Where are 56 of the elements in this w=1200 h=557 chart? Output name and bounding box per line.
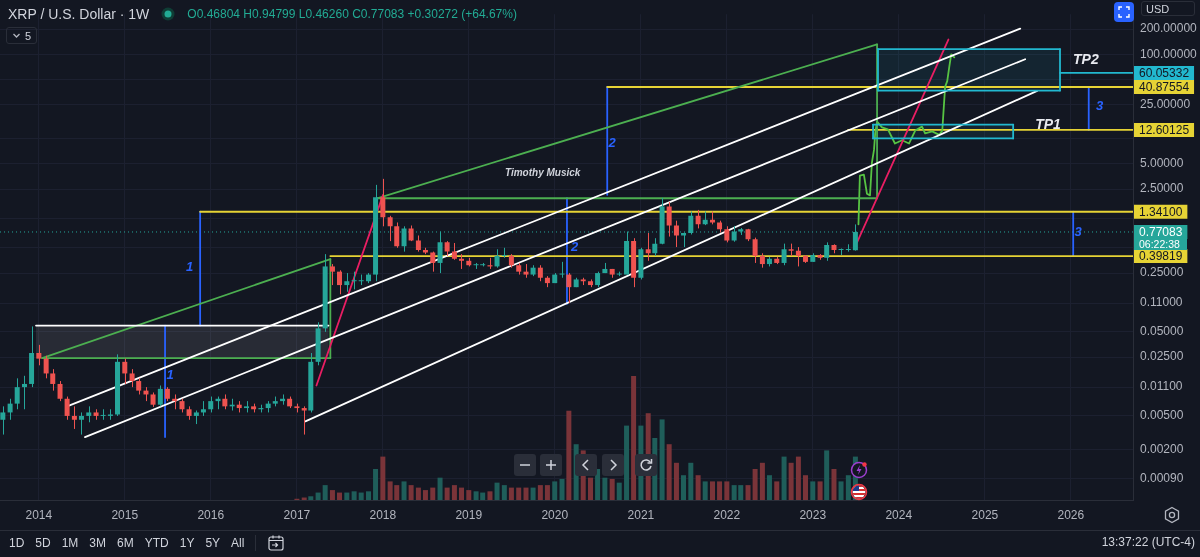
y-tick-label: 0.11000	[1140, 295, 1183, 310]
x-tick-label: 2015	[111, 507, 139, 522]
text: 5D	[35, 536, 51, 550]
text: 13:37:22 (UTC-4)	[1101, 535, 1195, 549]
data-label: 0.39819	[1139, 248, 1183, 263]
text: 1Y	[179, 536, 195, 550]
text: 1D	[9, 536, 25, 550]
text: 6M	[117, 536, 134, 550]
annotation: 3	[1096, 98, 1104, 114]
annotation: 2	[607, 135, 617, 151]
x-tick-label: 2014	[25, 507, 53, 522]
data-label: 40.87554	[1139, 79, 1190, 94]
text: YTD	[144, 536, 169, 550]
y-tick-label: 5.00000	[1140, 156, 1184, 171]
text: 1M	[61, 536, 79, 550]
y-tick-label: 0.01100	[1140, 379, 1183, 394]
annotation: TP1	[1035, 116, 1062, 133]
y-tick-label: 0.00500	[1140, 408, 1184, 423]
x-tick-label: 2021	[627, 507, 655, 522]
y-tick-label: 0.00090	[1140, 470, 1184, 485]
y-tick-label: 0.05000	[1140, 324, 1184, 339]
x-tick-label: 2025	[971, 507, 999, 522]
y-tick-label: 0.00200	[1140, 441, 1184, 456]
annotation: 5	[25, 29, 32, 42]
annotation: 1	[166, 367, 174, 383]
x-tick-label: 2016	[197, 507, 225, 522]
data-label: 1.34100	[1139, 204, 1183, 219]
text: USD	[1141, 1, 1195, 16]
x-tick-label: 2026	[1057, 507, 1085, 522]
x-tick-label: 2024	[885, 507, 913, 522]
x-tick-label: 2017	[283, 507, 311, 522]
chart-title: XRP / U.S. Dollar · 1W	[8, 5, 150, 23]
text: 3M	[89, 536, 107, 550]
y-tick-label: 2.50000	[1140, 181, 1184, 196]
annotation: TP2	[1073, 51, 1099, 67]
y-tick-label: 100.00000	[1140, 46, 1198, 61]
y-tick-label: 0.02500	[1140, 349, 1184, 364]
annotation: 1	[186, 259, 194, 275]
annotation: Timothy Musick	[505, 166, 581, 180]
y-tick-label: 0.25000	[1140, 265, 1184, 280]
x-tick-label: 2018	[369, 507, 397, 522]
x-tick-label: 2019	[455, 507, 483, 522]
x-tick-label: 2023	[799, 507, 827, 522]
x-tick-label: 2020	[541, 507, 569, 522]
x-tick-label: 2022	[713, 507, 741, 522]
data-label: 60.05332	[1139, 65, 1190, 80]
y-tick-label: 25.00000	[1140, 97, 1191, 112]
text: 5Y	[205, 536, 221, 550]
chart-subtitle: O0.46804 H0.94799 L0.46260 C0.77083 +0.30272 (+64.67%)	[187, 6, 517, 23]
text: All	[231, 536, 245, 550]
ref-line-label: 0.77083	[1139, 224, 1183, 239]
annotation: 3	[1074, 224, 1083, 240]
text: 06:22:38	[1134, 237, 1187, 250]
data-label: 12.60125	[1139, 122, 1190, 137]
y-tick-label: 200.00000	[1140, 21, 1198, 36]
annotation: 2	[571, 239, 579, 255]
